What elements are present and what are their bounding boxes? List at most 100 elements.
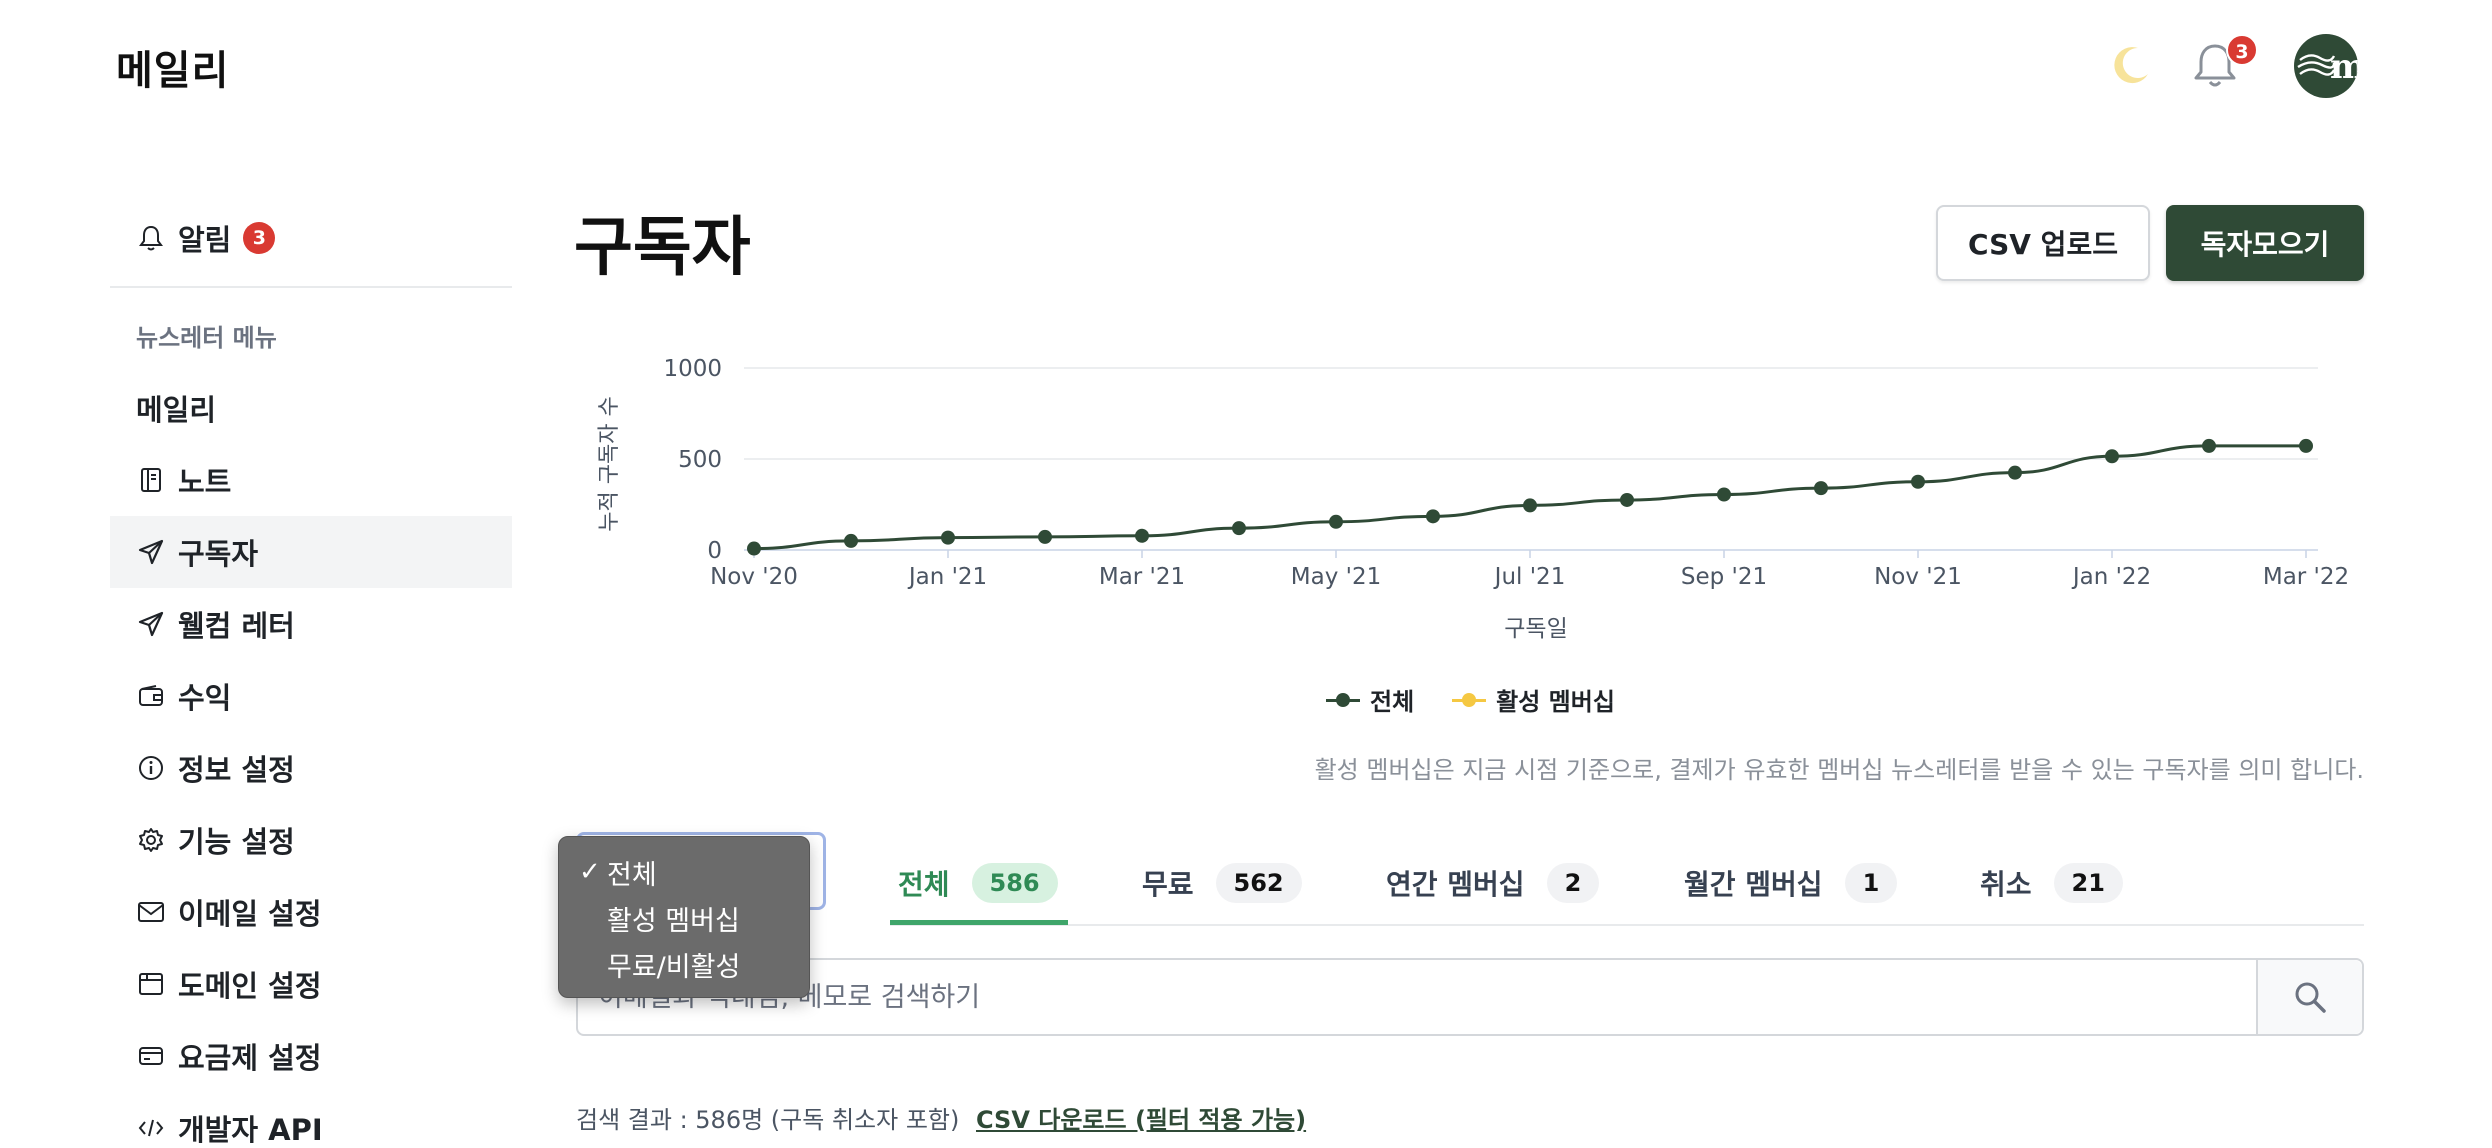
tab-all[interactable]: 전체 586	[898, 840, 1058, 926]
sidebar-item-label: 노트	[178, 465, 232, 499]
sidebar-item-email-settings[interactable]: 이메일 설정	[110, 876, 512, 948]
data-point[interactable]	[1135, 528, 1149, 543]
subscriber-tabs: 전체 586 무료 562 연간 멤버십 2 월간 멤버십 1 취소 21	[890, 840, 2364, 926]
data-point[interactable]	[1329, 514, 1343, 529]
csv-download-link[interactable]: CSV 다운로드 (필터 적용 가능)	[976, 1106, 1307, 1134]
tab-count: 1	[1844, 863, 1898, 903]
series-line-total	[753, 444, 2306, 551]
tab-label: 월간 멤버십	[1684, 868, 1823, 901]
sidebar-item-label: 기능 설정	[178, 825, 295, 859]
card-icon	[136, 1041, 166, 1071]
sidebar-item-label: 도메인 설정	[178, 969, 322, 1003]
sidebar-item-alarm[interactable]: 알림 3	[110, 202, 512, 274]
notebook-icon	[136, 465, 166, 495]
tabs-divider	[890, 924, 2364, 926]
sidebar-item-welcome-letter[interactable]: 웰컴 레터	[110, 588, 512, 660]
data-point[interactable]	[1911, 474, 1925, 489]
avatar[interactable]: m	[2294, 34, 2358, 98]
check-icon: ✓	[579, 857, 601, 887]
membership-note: 활성 멤버십은 지금 시점 기준으로, 결제가 유효한 멤버십 뉴스레터를 받을…	[1314, 756, 2364, 784]
code-icon	[136, 1113, 166, 1143]
collect-readers-button[interactable]: 독자모으기	[2166, 205, 2364, 281]
logo[interactable]: 메일리	[116, 48, 230, 94]
x-tick-label: Nov '20	[710, 564, 798, 590]
tab-cancelled[interactable]: 취소 21	[1980, 840, 2123, 926]
search-icon	[2295, 982, 2326, 1013]
x-tick-label: Mar '22	[2263, 564, 2349, 590]
data-point[interactable]	[1038, 529, 1052, 544]
sidebar-item-revenue[interactable]: 수익	[110, 660, 512, 732]
sidebar-item-note[interactable]: 노트	[110, 444, 512, 516]
chart-legend: 전체 활성 멤버십	[1326, 682, 1653, 717]
moon-icon[interactable]	[2108, 42, 2154, 88]
info-icon	[136, 753, 166, 783]
data-point[interactable]	[2105, 449, 2119, 464]
data-point[interactable]	[1620, 492, 1634, 507]
data-point[interactable]	[1814, 481, 1828, 496]
dropdown-option-active-membership[interactable]: 활성 멤버십	[559, 895, 809, 941]
avatar-letter: m	[2330, 47, 2358, 87]
gear-icon	[136, 825, 166, 855]
tab-count: 2	[1546, 863, 1600, 903]
tab-free[interactable]: 무료 562	[1142, 840, 1302, 926]
filter-dropdown-menu: ✓ 전체 활성 멤버십 무료/비활성	[558, 836, 810, 998]
data-point[interactable]	[2202, 438, 2216, 453]
sidebar-item-plan-settings[interactable]: 요금제 설정	[110, 1020, 512, 1092]
browser-icon	[136, 969, 166, 999]
bell-icon	[136, 223, 166, 253]
data-point[interactable]	[1717, 487, 1731, 502]
page-title: 구독자	[574, 211, 751, 285]
sidebar-item-label: 알림	[178, 223, 232, 257]
dropdown-option-all[interactable]: ✓ 전체	[559, 849, 809, 895]
data-point[interactable]	[2008, 465, 2022, 480]
legend-item-total[interactable]: 전체	[1326, 682, 1414, 717]
bell-icon[interactable]	[2190, 40, 2240, 92]
data-point[interactable]	[1523, 498, 1537, 513]
y-tick-label: 500	[678, 447, 722, 473]
legend-item-active-membership[interactable]: 활성 멤버십	[1452, 682, 1615, 717]
tab-label: 연간 멤버십	[1386, 868, 1525, 901]
search-result-count: 검색 결과 : 586명 (구독 취소자 포함)	[576, 1106, 960, 1134]
tab-count: 586	[971, 863, 1058, 903]
sidebar-item-maily[interactable]: 메일리	[110, 372, 512, 444]
tab-label: 전체	[898, 868, 950, 901]
search-input[interactable]	[578, 960, 2258, 1034]
sidebar-item-label: 메일리	[136, 393, 217, 427]
x-tick-label: Jan '22	[2071, 564, 2151, 590]
x-tick-label: Sep '21	[1681, 564, 1767, 590]
tab-annual-membership[interactable]: 연간 멤버십 2	[1386, 840, 1600, 926]
x-tick-label: Jan '21	[907, 564, 987, 590]
sidebar-item-label: 수익	[178, 681, 232, 715]
x-tick-label: Jul '21	[1493, 564, 1566, 590]
data-point[interactable]	[1426, 509, 1440, 524]
data-point[interactable]	[747, 541, 761, 556]
sidebar-item-feature-settings[interactable]: 기능 설정	[110, 804, 512, 876]
option-label: 무료/비활성	[607, 951, 741, 983]
sidebar-item-developer-api[interactable]: 개발자 API	[110, 1092, 512, 1148]
sidebar-item-info-settings[interactable]: 정보 설정	[110, 732, 512, 804]
csv-upload-button[interactable]: CSV 업로드	[1936, 205, 2150, 281]
data-point[interactable]	[844, 533, 858, 548]
y-axis-label: 누적 구독자 수	[597, 396, 622, 531]
y-tick-label: 0	[707, 538, 722, 564]
data-point[interactable]	[1232, 521, 1246, 536]
sidebar-item-subscribers[interactable]: 구독자	[110, 516, 512, 588]
legend-label: 활성 멤버십	[1496, 688, 1615, 716]
y-tick-label: 1000	[663, 356, 722, 382]
tab-monthly-membership[interactable]: 월간 멤버십 1	[1684, 840, 1898, 926]
legend-label: 전체	[1370, 688, 1415, 716]
send-icon	[136, 609, 166, 639]
x-tick-label: Mar '21	[1099, 564, 1185, 590]
data-point[interactable]	[941, 530, 955, 545]
data-point[interactable]	[2299, 438, 2313, 453]
dropdown-option-free-inactive[interactable]: 무료/비활성	[559, 941, 809, 987]
active-tab-indicator	[890, 920, 1068, 925]
section-title: 뉴스레터 메뉴	[136, 324, 277, 352]
search-button[interactable]	[2256, 960, 2362, 1034]
sidebar-item-domain-settings[interactable]: 도메인 설정	[110, 948, 512, 1020]
option-label: 전체	[607, 859, 657, 891]
alarm-badge: 3	[243, 222, 276, 254]
option-label: 활성 멤버십	[607, 905, 740, 937]
x-axis-label: 구독일	[1504, 616, 1567, 642]
sidebar-item-label: 정보 설정	[178, 753, 295, 787]
